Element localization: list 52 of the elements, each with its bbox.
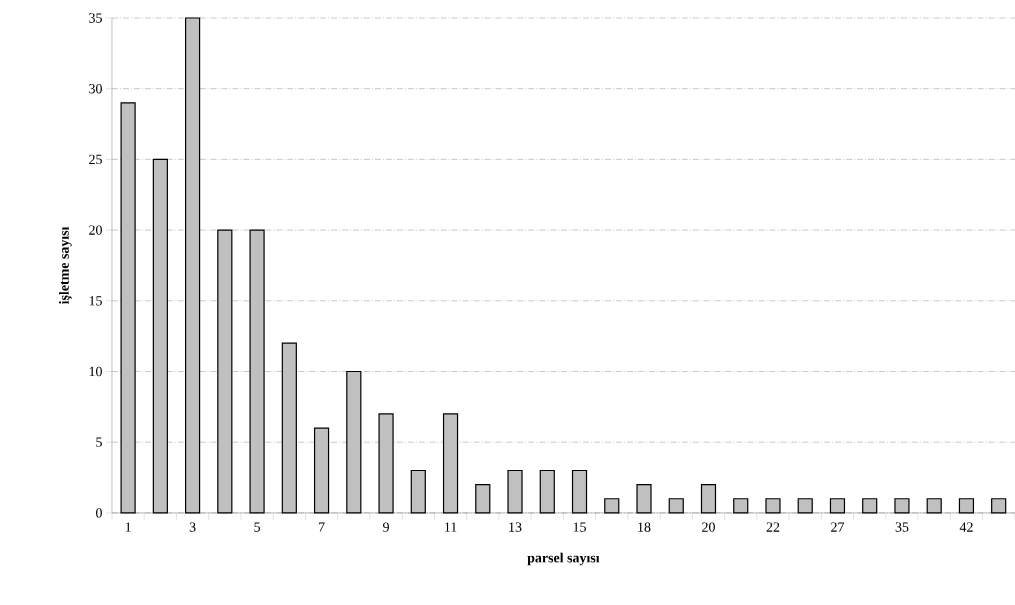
- bar: [539, 469, 555, 514]
- bar: [120, 102, 136, 514]
- x-tick-label: 27: [831, 522, 845, 532]
- bar: [442, 413, 459, 514]
- x-tick-label: 3: [189, 522, 196, 532]
- x-tick-label: 1: [125, 522, 131, 532]
- bar: [410, 469, 426, 514]
- bar: [991, 498, 1007, 514]
- bar: [346, 370, 362, 514]
- bar: [571, 469, 588, 514]
- bar: [217, 229, 233, 514]
- bar: [668, 498, 684, 514]
- x-tick-label: 42: [959, 522, 973, 532]
- x-tick-label: 15: [573, 522, 586, 532]
- y-tick-label: 20: [89, 225, 102, 235]
- x-tick-label: 22: [766, 522, 780, 532]
- y-tick-label: 25: [89, 154, 102, 165]
- x-tick-label: 35: [895, 522, 909, 532]
- x-tick-label: 5: [254, 522, 261, 532]
- bar: [475, 484, 491, 514]
- bar: [829, 498, 846, 514]
- bar: [249, 229, 265, 514]
- y-tick-label: 5: [96, 437, 102, 447]
- bar: [862, 498, 878, 514]
- bar: [507, 469, 523, 514]
- x-tick-label: 11: [445, 522, 457, 532]
- bar: [152, 158, 168, 514]
- bar: [733, 498, 749, 514]
- x-axis-title: parsel sayısı: [527, 552, 600, 566]
- bar: [636, 484, 652, 514]
- bar: [378, 413, 394, 514]
- y-tick-label: 0: [96, 508, 102, 518]
- x-tick-label: 18: [638, 522, 651, 532]
- bar: [926, 498, 942, 514]
- bar: [281, 342, 297, 514]
- bar: [894, 498, 910, 514]
- bar: [604, 498, 620, 514]
- x-tick-label: 9: [383, 522, 389, 532]
- y-tick-label: 10: [89, 366, 102, 377]
- bar: [313, 427, 330, 514]
- x-tick-label: 13: [509, 522, 522, 532]
- y-tick-label: 30: [89, 84, 102, 94]
- y-tick-label: 35: [89, 13, 102, 23]
- bar: [184, 17, 201, 514]
- y-axis-title: işletme sayısı: [58, 226, 72, 305]
- y-tick-label: 15: [89, 296, 102, 306]
- bar: [958, 498, 975, 514]
- bar: [797, 498, 813, 514]
- x-tick-label: 7: [319, 522, 325, 532]
- bar: [765, 498, 781, 514]
- x-tick-label: 20: [702, 522, 715, 532]
- bar: [700, 484, 717, 514]
